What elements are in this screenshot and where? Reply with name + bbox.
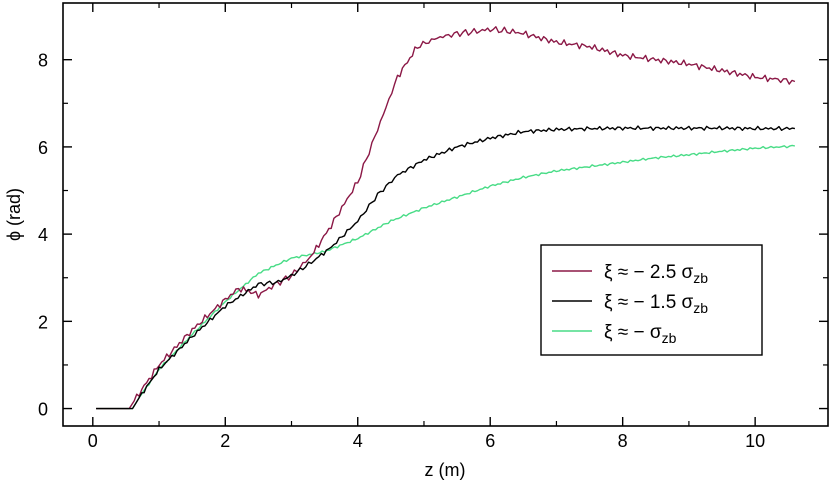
axis-ticks: 0 2 4 6 8 10 0 2 4 6 8 (38, 3, 828, 451)
y-tick-label: 8 (38, 51, 48, 71)
x-tick-label: 2 (220, 431, 230, 451)
y-tick-label: 0 (38, 400, 48, 420)
y-tick-label: 2 (38, 312, 48, 332)
legend-label-0: ξ ≈ − 2.5 σzb (604, 262, 708, 286)
x-tick-label: 0 (88, 431, 98, 451)
legend-label-main: ξ ≈ − 2.5 σ (604, 262, 694, 283)
x-tick-label: 6 (485, 431, 495, 451)
legend-box (540, 244, 763, 356)
legend-label-main: ξ ≈ − σ (604, 322, 662, 343)
legend-label-main: ξ ≈ − 1.5 σ (604, 292, 694, 313)
y-tick-label: 6 (38, 138, 48, 158)
legend-label-1: ξ ≈ − 1.5 σzb (604, 292, 708, 316)
y-axis-label: ϕ (rad) (4, 188, 24, 241)
legend-label-subscript: zb (693, 300, 708, 316)
y-tick-label: 4 (38, 225, 48, 245)
series-line-0 (96, 26, 796, 410)
x-tick-label: 8 (618, 431, 628, 451)
legend-label-subscript: zb (662, 330, 677, 346)
x-axis-label: z (m) (425, 460, 466, 480)
x-tick-label: 4 (353, 431, 363, 451)
legend-label-2: ξ ≈ − σzb (604, 322, 677, 346)
series-line-1 (96, 125, 796, 410)
series-line-2 (96, 144, 796, 410)
legend-label-subscript: zb (693, 270, 708, 286)
plot-frame (62, 2, 829, 427)
plot-area (96, 26, 796, 410)
x-tick-label: 10 (745, 431, 765, 451)
